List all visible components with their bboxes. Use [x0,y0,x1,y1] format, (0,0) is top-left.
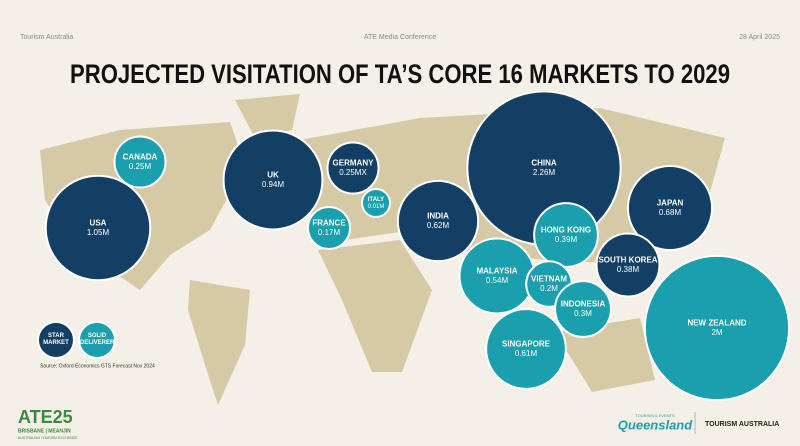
bubble-name: ITALY [368,197,384,203]
bubble [595,232,661,298]
bubble-name: HONG KONG [541,225,591,234]
bubble-name: CHINA [531,158,557,167]
bubble [44,174,152,282]
bubble-value: 0.61M [515,349,538,358]
bubble-value: 1.05M [87,228,110,237]
bubble [533,202,599,268]
legend-label: SOLID DELIVERER [80,333,115,346]
bubble-value: 0.2M [540,284,558,293]
chart-title: PROJECTED VISITATION OF TA’S CORE 16 MAR… [70,59,730,89]
bubble-value: 0.94M [262,180,285,189]
bubble-value: 2.26M [533,168,556,177]
bubble-value: 0.3M [574,309,592,318]
bubble [485,308,567,390]
bubble [113,135,167,189]
bubble [222,129,324,231]
bubble-value: 0.17M [318,228,341,237]
bubble-name: USA [90,218,107,227]
bubble [643,254,791,402]
event-city: BRISBANE | MEANJIN [18,428,71,434]
bubble-name: SOUTH KOREA [598,255,657,264]
bubble [306,205,352,251]
bubble [361,188,391,218]
source: Source: Oxford Economics GTS Forecast No… [40,363,155,369]
event-logo: ATE25 [18,407,73,427]
bubble [396,179,480,263]
bubble [326,141,380,195]
brand-logo: TOURISM AUSTRALIA [705,421,779,428]
bubble-name: VIETNAM [531,274,567,283]
bubble-name: SINGAPORE [502,339,551,348]
bubble-name: CANADA [123,152,158,161]
bubble-value: 0.38M [617,265,640,274]
legend-label: STAR MARKET [43,333,69,346]
legend-swatch [37,321,75,359]
bubble-name: GERMANY [333,158,375,167]
partner-logo: Queensland [618,417,693,432]
bubble-name: INDIA [427,211,449,220]
header-left: Tourism Australia [20,34,73,41]
bubble-name: INDONESIA [561,299,606,308]
bubble-value: 0.68M [659,208,682,217]
bubble-name: UK [267,170,279,179]
bubble-value: 0.39M [555,235,578,244]
bubble-value: 0.25M [129,162,152,171]
bubble-value: 0.25MX [339,168,367,177]
bubble-value: 0.01M [368,204,385,210]
header-center: ATE Media Conference [364,34,436,41]
header-right: 28 April 2025 [739,34,780,41]
bubble-name: MALAYSIA [476,266,517,275]
partner-top: TOURISM & EVENTS [635,413,675,418]
bubble [626,164,714,252]
event-name: AUSTRALIAN TOURISM EXCHANGE [18,436,78,440]
bubble-name: NEW ZEALAND [687,318,746,327]
bubble-value: 2M [711,328,722,337]
bubble-value: 0.54M [486,276,509,285]
bubble-name: JAPAN [657,198,684,207]
bubble-value: 0.62M [427,221,450,230]
legend-swatch [78,321,116,359]
bubble-name: FRANCE [312,218,346,227]
bubble [554,280,612,338]
